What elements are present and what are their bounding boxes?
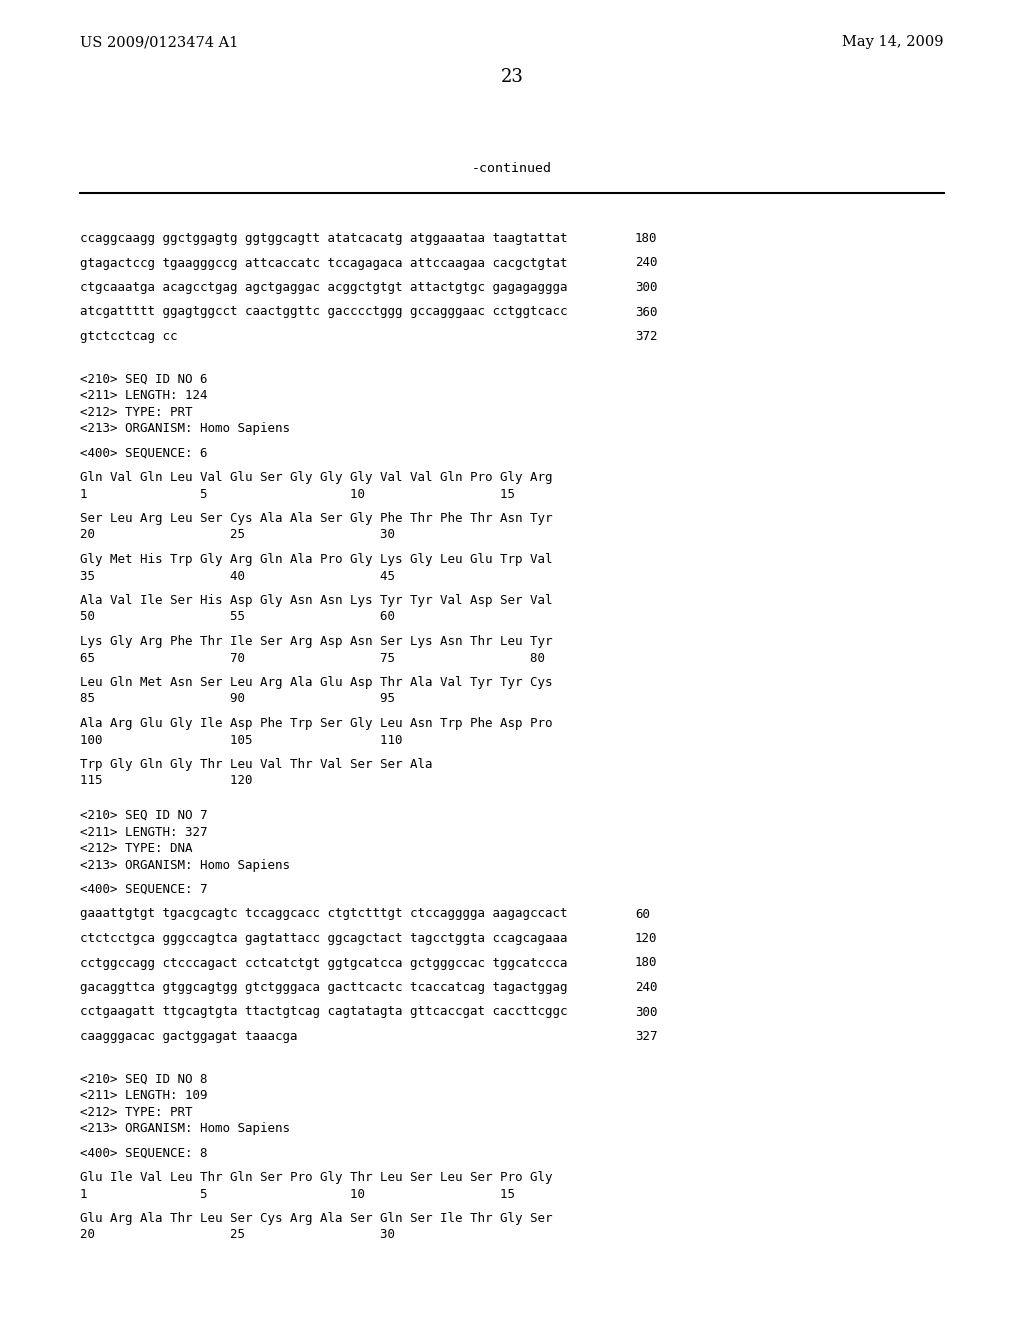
Text: cctgaagatt ttgcagtgta ttactgtcag cagtatagta gttcaccgat caccttcggc: cctgaagatt ttgcagtgta ttactgtcag cagtata…: [80, 1006, 567, 1019]
Text: <212> TYPE: PRT: <212> TYPE: PRT: [80, 405, 193, 418]
Text: Glu Arg Ala Thr Leu Ser Cys Arg Ala Ser Gln Ser Ile Thr Gly Ser: Glu Arg Ala Thr Leu Ser Cys Arg Ala Ser …: [80, 1212, 553, 1225]
Text: <210> SEQ ID NO 6: <210> SEQ ID NO 6: [80, 372, 208, 385]
Text: 300: 300: [635, 281, 657, 294]
Text: 115                 120: 115 120: [80, 775, 253, 788]
Text: 65                  70                  75                  80: 65 70 75 80: [80, 652, 545, 664]
Text: <213> ORGANISM: Homo Sapiens: <213> ORGANISM: Homo Sapiens: [80, 422, 290, 436]
Text: Ser Leu Arg Leu Ser Cys Ala Ala Ser Gly Phe Thr Phe Thr Asn Tyr: Ser Leu Arg Leu Ser Cys Ala Ala Ser Gly …: [80, 512, 553, 525]
Text: ctgcaaatga acagcctgag agctgaggac acggctgtgt attactgtgc gagagaggga: ctgcaaatga acagcctgag agctgaggac acggctg…: [80, 281, 567, 294]
Text: <211> LENGTH: 327: <211> LENGTH: 327: [80, 825, 208, 838]
Text: <400> SEQUENCE: 8: <400> SEQUENCE: 8: [80, 1147, 208, 1159]
Text: 360: 360: [635, 305, 657, 318]
Text: 35                  40                  45: 35 40 45: [80, 569, 395, 582]
Text: 23: 23: [501, 69, 523, 86]
Text: <213> ORGANISM: Homo Sapiens: <213> ORGANISM: Homo Sapiens: [80, 1122, 290, 1135]
Text: Glu Ile Val Leu Thr Gln Ser Pro Gly Thr Leu Ser Leu Ser Pro Gly: Glu Ile Val Leu Thr Gln Ser Pro Gly Thr …: [80, 1171, 553, 1184]
Text: 327: 327: [635, 1030, 657, 1043]
Text: <211> LENGTH: 124: <211> LENGTH: 124: [80, 389, 208, 403]
Text: caagggacac gactggagat taaacga: caagggacac gactggagat taaacga: [80, 1030, 298, 1043]
Text: Gly Met His Trp Gly Arg Gln Ala Pro Gly Lys Gly Leu Glu Trp Val: Gly Met His Trp Gly Arg Gln Ala Pro Gly …: [80, 553, 553, 566]
Text: <400> SEQUENCE: 6: <400> SEQUENCE: 6: [80, 446, 208, 459]
Text: US 2009/0123474 A1: US 2009/0123474 A1: [80, 36, 239, 49]
Text: gtctcctcag cc: gtctcctcag cc: [80, 330, 177, 343]
Text: <210> SEQ ID NO 7: <210> SEQ ID NO 7: [80, 809, 208, 822]
Text: 180: 180: [635, 232, 657, 246]
Text: atcgattttt ggagtggcct caactggttc gacccctggg gccagggaac cctggtcacc: atcgattttt ggagtggcct caactggttc gacccct…: [80, 305, 567, 318]
Text: 180: 180: [635, 957, 657, 969]
Text: cctggccagg ctcccagact cctcatctgt ggtgcatcca gctgggccac tggcatccca: cctggccagg ctcccagact cctcatctgt ggtgcat…: [80, 957, 567, 969]
Text: <212> TYPE: DNA: <212> TYPE: DNA: [80, 842, 193, 855]
Text: Gln Val Gln Leu Val Glu Ser Gly Gly Gly Val Val Gln Pro Gly Arg: Gln Val Gln Leu Val Glu Ser Gly Gly Gly …: [80, 471, 553, 484]
Text: 100                 105                 110: 100 105 110: [80, 734, 402, 747]
Text: Ala Arg Glu Gly Ile Asp Phe Trp Ser Gly Leu Asn Trp Phe Asp Pro: Ala Arg Glu Gly Ile Asp Phe Trp Ser Gly …: [80, 717, 553, 730]
Text: <400> SEQUENCE: 7: <400> SEQUENCE: 7: [80, 883, 208, 896]
Text: 20                  25                  30: 20 25 30: [80, 1229, 395, 1242]
Text: 240: 240: [635, 981, 657, 994]
Text: 372: 372: [635, 330, 657, 343]
Text: <213> ORGANISM: Homo Sapiens: <213> ORGANISM: Homo Sapiens: [80, 858, 290, 871]
Text: 50                  55                  60: 50 55 60: [80, 610, 395, 623]
Text: <211> LENGTH: 109: <211> LENGTH: 109: [80, 1089, 208, 1102]
Text: gacaggttca gtggcagtgg gtctgggaca gacttcactc tcaccatcag tagactggag: gacaggttca gtggcagtgg gtctgggaca gacttca…: [80, 981, 567, 994]
Text: Lys Gly Arg Phe Thr Ile Ser Arg Asp Asn Ser Lys Asn Thr Leu Tyr: Lys Gly Arg Phe Thr Ile Ser Arg Asp Asn …: [80, 635, 553, 648]
Text: ccaggcaagg ggctggagtg ggtggcagtt atatcacatg atggaaataa taagtattat: ccaggcaagg ggctggagtg ggtggcagtt atatcac…: [80, 232, 567, 246]
Text: -continued: -continued: [472, 162, 552, 176]
Text: <212> TYPE: PRT: <212> TYPE: PRT: [80, 1106, 193, 1118]
Text: 240: 240: [635, 256, 657, 269]
Text: May 14, 2009: May 14, 2009: [843, 36, 944, 49]
Text: ctctcctgca gggccagtca gagtattacc ggcagctact tagcctggta ccagcagaaa: ctctcctgca gggccagtca gagtattacc ggcagct…: [80, 932, 567, 945]
Text: 300: 300: [635, 1006, 657, 1019]
Text: 60: 60: [635, 908, 650, 920]
Text: 20                  25                  30: 20 25 30: [80, 528, 395, 541]
Text: 1               5                   10                  15: 1 5 10 15: [80, 487, 515, 500]
Text: Ala Val Ile Ser His Asp Gly Asn Asn Lys Tyr Tyr Val Asp Ser Val: Ala Val Ile Ser His Asp Gly Asn Asn Lys …: [80, 594, 553, 607]
Text: 1               5                   10                  15: 1 5 10 15: [80, 1188, 515, 1200]
Text: <210> SEQ ID NO 8: <210> SEQ ID NO 8: [80, 1072, 208, 1085]
Text: Trp Gly Gln Gly Thr Leu Val Thr Val Ser Ser Ala: Trp Gly Gln Gly Thr Leu Val Thr Val Ser …: [80, 758, 432, 771]
Text: Leu Gln Met Asn Ser Leu Arg Ala Glu Asp Thr Ala Val Tyr Tyr Cys: Leu Gln Met Asn Ser Leu Arg Ala Glu Asp …: [80, 676, 553, 689]
Text: gaaattgtgt tgacgcagtc tccaggcacc ctgtctttgt ctccagggga aagagccact: gaaattgtgt tgacgcagtc tccaggcacc ctgtctt…: [80, 908, 567, 920]
Text: 85                  90                  95: 85 90 95: [80, 693, 395, 705]
Text: gtagactccg tgaagggccg attcaccatc tccagagaca attccaagaa cacgctgtat: gtagactccg tgaagggccg attcaccatc tccagag…: [80, 256, 567, 269]
Text: 120: 120: [635, 932, 657, 945]
